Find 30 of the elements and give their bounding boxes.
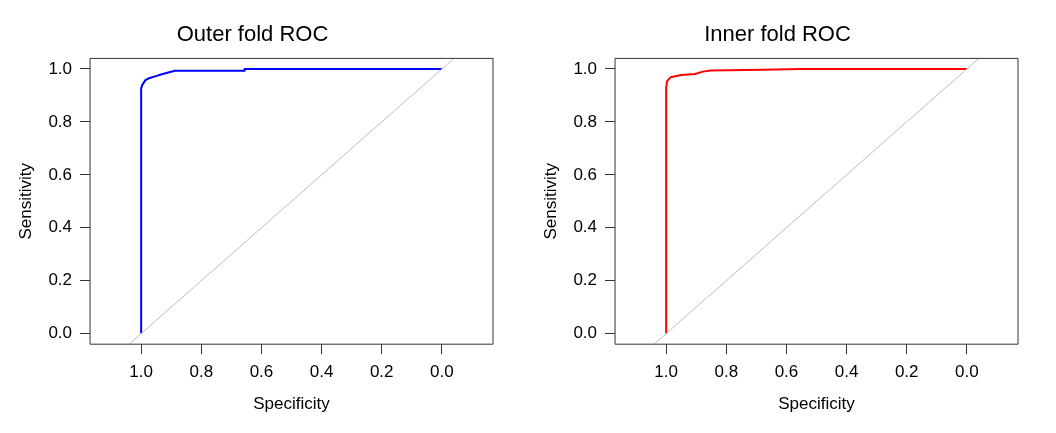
y-axis-title: Sensitivity xyxy=(15,162,35,240)
y-tick-label: 0.4 xyxy=(573,217,598,237)
y-tick-label: 0.2 xyxy=(48,270,73,290)
y-axis-title: Sensitivity xyxy=(540,162,560,240)
x-tick-label: 0.2 xyxy=(894,362,919,382)
y-tick-label: 0.0 xyxy=(573,323,598,343)
y-tick-label: 1.0 xyxy=(48,58,73,78)
x-tick-label: 1.0 xyxy=(654,362,678,382)
x-tick-label: 0.6 xyxy=(249,362,274,382)
x-tick-label: 0.4 xyxy=(834,362,859,382)
y-tick-label: 0.0 xyxy=(48,323,73,343)
y-tick-label: 0.4 xyxy=(48,217,73,237)
y-tick-label: 0.8 xyxy=(48,111,73,131)
x-tick-label: 0.0 xyxy=(955,362,979,382)
x-tick-label: 0.6 xyxy=(774,362,799,382)
x-tick-label: 1.0 xyxy=(129,362,153,382)
x-tick-label: 0.2 xyxy=(369,362,394,382)
x-tick-label: 0.8 xyxy=(714,362,739,382)
y-tick-label: 0.6 xyxy=(573,164,598,184)
x-tick-label: 0.0 xyxy=(430,362,454,382)
x-axis-title: Specificity xyxy=(253,394,331,414)
chart-title: Outer fold ROC xyxy=(176,21,329,47)
y-tick-label: 0.8 xyxy=(573,111,598,131)
y-tick-label: 1.0 xyxy=(573,58,598,78)
x-tick-label: 0.4 xyxy=(309,362,334,382)
x-tick-label: 0.8 xyxy=(189,362,214,382)
chart-title: Inner fold ROC xyxy=(704,21,851,47)
y-tick-label: 0.2 xyxy=(573,270,598,290)
x-axis-title: Specificity xyxy=(778,394,856,414)
y-tick-label: 0.6 xyxy=(48,164,73,184)
